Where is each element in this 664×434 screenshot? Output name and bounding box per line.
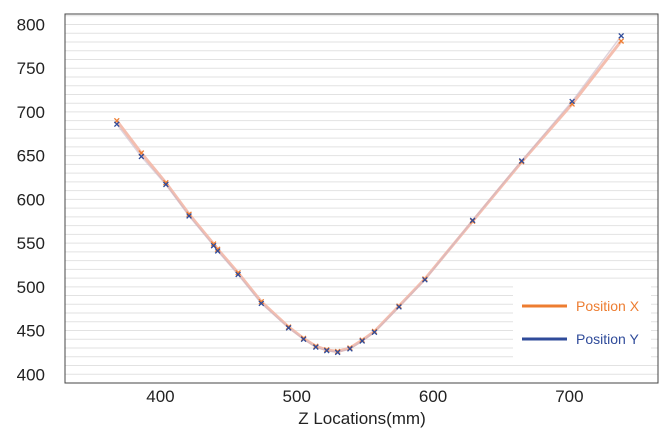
data-point-position-y (210, 242, 217, 249)
x-axis-label: Z Locations(mm) (298, 409, 426, 428)
y-axis-ticks: 400 450 500 550 600 650 700 750 800 (17, 15, 45, 384)
data-point-position-y (258, 300, 265, 307)
data-point-position-x (210, 241, 217, 247)
data-point-position-y (186, 213, 192, 219)
x-tick-label: 500 (283, 387, 311, 406)
y-tick-label: 500 (17, 278, 45, 297)
data-point-position-y (371, 329, 378, 336)
data-point-position-y (347, 346, 353, 352)
x-tick-label: 600 (419, 387, 447, 406)
data-point-position-y (569, 98, 575, 105)
y-tick-label: 550 (17, 234, 45, 253)
data-point-position-y (312, 344, 319, 351)
data-point-position-y (138, 153, 145, 160)
data-point-position-y (334, 349, 341, 356)
data-point-position-x (618, 38, 625, 44)
data-point-position-x (235, 269, 241, 276)
data-point-position-y (323, 347, 330, 354)
data-point-position-y (163, 181, 169, 188)
y-tick-label: 600 (17, 190, 45, 209)
legend-label: Position X (576, 298, 640, 314)
y-tick-label: 650 (17, 147, 45, 166)
y-tick-label: 700 (17, 103, 45, 122)
legend-label: Position Y (576, 331, 639, 347)
data-point-position-x (186, 211, 192, 218)
data-point-position-x (258, 298, 265, 305)
marker-layer (113, 33, 625, 356)
x-axis-ticks: 400 500 600 700 (146, 387, 583, 406)
legend: Position X Position Y (513, 285, 651, 361)
data-point-position-y (396, 304, 402, 310)
y-tick-label: 800 (17, 15, 45, 34)
data-point-position-y (300, 336, 307, 343)
data-point-position-y (359, 338, 366, 344)
data-point-position-x (163, 179, 169, 186)
data-point-position-y (422, 276, 428, 283)
data-point-position-y (618, 33, 625, 39)
legend-box (513, 285, 651, 361)
series-line-position-y (116, 35, 622, 354)
data-point-position-y (285, 325, 292, 331)
data-point-position-y (469, 217, 476, 224)
series-layer (115, 35, 623, 354)
x-tick-label: 400 (146, 387, 174, 406)
x-tick-label: 700 (555, 387, 583, 406)
plot-frame (64, 13, 659, 384)
data-point-position-y (113, 121, 120, 128)
grid-lines (65, 15, 658, 375)
y-tick-label: 400 (17, 365, 45, 384)
data-point-position-y (235, 271, 241, 278)
data-point-position-y (214, 248, 221, 254)
y-tick-label: 750 (17, 59, 45, 78)
data-point-position-y (518, 158, 525, 164)
y-tick-label: 450 (17, 322, 45, 341)
